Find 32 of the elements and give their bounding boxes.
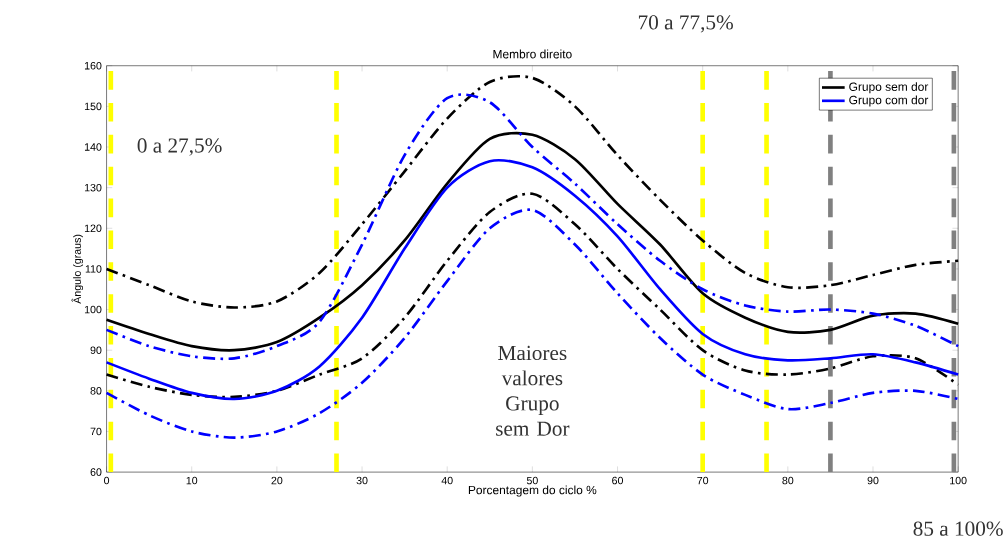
x-tick-label: 0: [104, 476, 110, 485]
y-tick-label: 90: [90, 346, 102, 354]
x-tick-label: 60: [612, 476, 624, 485]
y-tick-label: 120: [84, 224, 102, 232]
y-tick-label: 130: [84, 183, 102, 192]
text: 85 a 100%: [913, 521, 1003, 536]
x-tick-label: 90: [867, 476, 879, 485]
x-tick-label: 50: [526, 476, 538, 485]
x-tick-label: 20: [271, 476, 283, 485]
x-tick-label: 70: [697, 476, 709, 485]
legend-label: Grupo com dor: [849, 95, 929, 107]
legend-label: Grupo sem dor: [849, 82, 929, 94]
x-tick-label: 40: [441, 476, 453, 485]
chart-title: Membro direito: [493, 49, 572, 59]
y-tick-label: 140: [84, 143, 102, 151]
x-tick-label: 100: [950, 476, 967, 485]
x-tick-label: 30: [356, 476, 368, 485]
annotation: Maiores valores Grupo sem Dor: [496, 345, 570, 436]
annotation: 0 a 27,5%: [137, 138, 222, 156]
y-axis-title: Ângulo (graus): [71, 234, 84, 304]
y-tick-label: 110: [85, 265, 102, 273]
x-axis-title: Porcentagem do ciclo %: [468, 485, 597, 497]
y-tick-label: 100: [84, 305, 102, 314]
y-tick-label: 60: [90, 468, 102, 476]
text: 70 a 77,5%: [638, 15, 733, 33]
x-tick-label: 80: [782, 476, 794, 485]
y-tick-label: 70: [90, 427, 102, 436]
x-tick-label: 10: [186, 476, 198, 485]
y-tick-label: 160: [84, 61, 102, 70]
y-tick-label: 150: [84, 102, 102, 110]
line-series: [105, 208, 960, 439]
y-tick-label: 80: [90, 386, 102, 395]
